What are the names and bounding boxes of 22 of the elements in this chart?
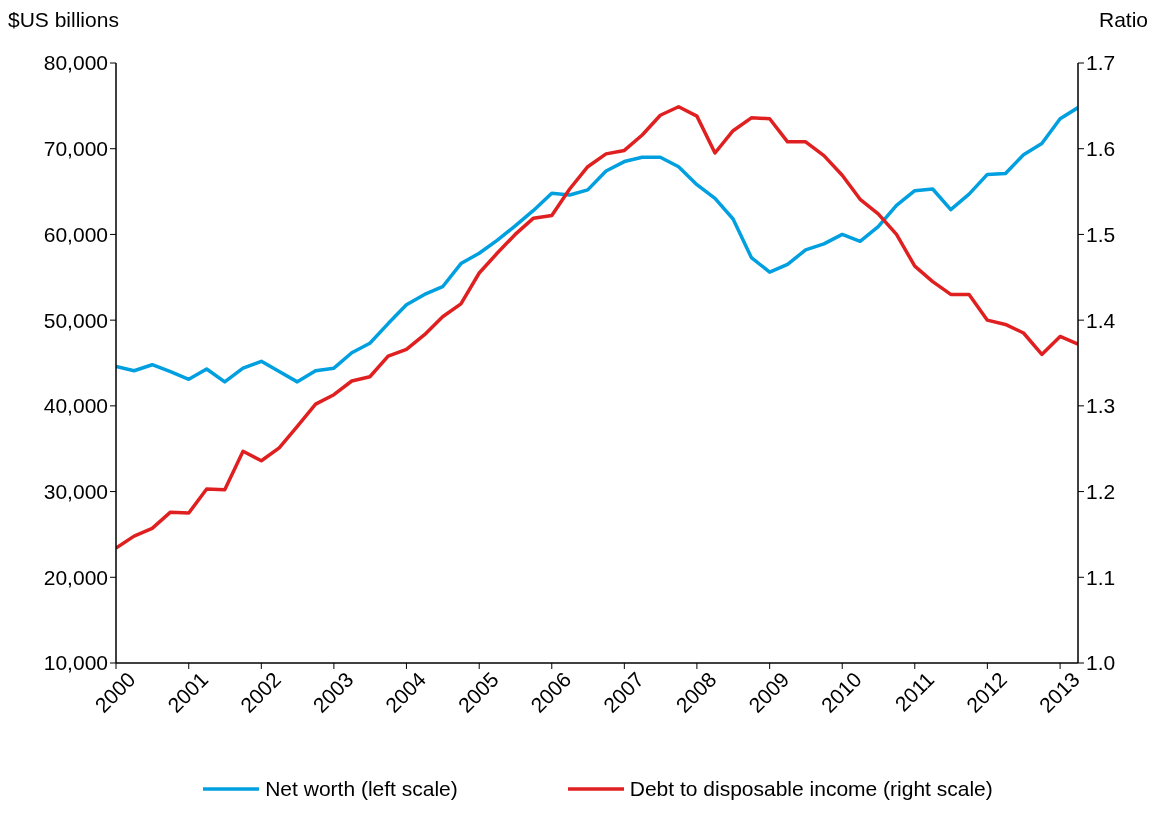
y-tick-label: 30,000 <box>43 480 108 504</box>
legend-label: Net worth (left scale) <box>265 777 458 801</box>
legend-label: Debt to disposable income (right scale) <box>629 777 993 801</box>
y2-axis-title: Ratio <box>1098 8 1148 32</box>
y-tick-label: 70,000 <box>43 137 108 161</box>
y-tick-label: 10,000 <box>43 651 108 675</box>
line-series <box>116 105 1078 384</box>
y2-tick-label: 1.0 <box>1086 651 1116 675</box>
y-tick-label: 80,000 <box>43 51 108 75</box>
y-tick-label: 60,000 <box>43 222 108 246</box>
y-axis-title: $US billions <box>8 8 119 32</box>
y2-tick-label: 1.3 <box>1086 394 1116 418</box>
y-tick-label: 40,000 <box>43 394 108 418</box>
y-tick-label: 50,000 <box>43 308 108 332</box>
y2-tick-label: 1.1 <box>1086 565 1116 589</box>
y2-tick-label: 1.6 <box>1086 137 1116 161</box>
line-series <box>116 104 1078 550</box>
y-tick-label: 20,000 <box>43 565 108 589</box>
y2-tick-label: 1.5 <box>1086 222 1116 246</box>
y2-tick-label: 1.7 <box>1086 51 1116 75</box>
y2-tick-label: 1.4 <box>1086 308 1116 332</box>
y2-tick-label: 1.2 <box>1086 480 1116 504</box>
